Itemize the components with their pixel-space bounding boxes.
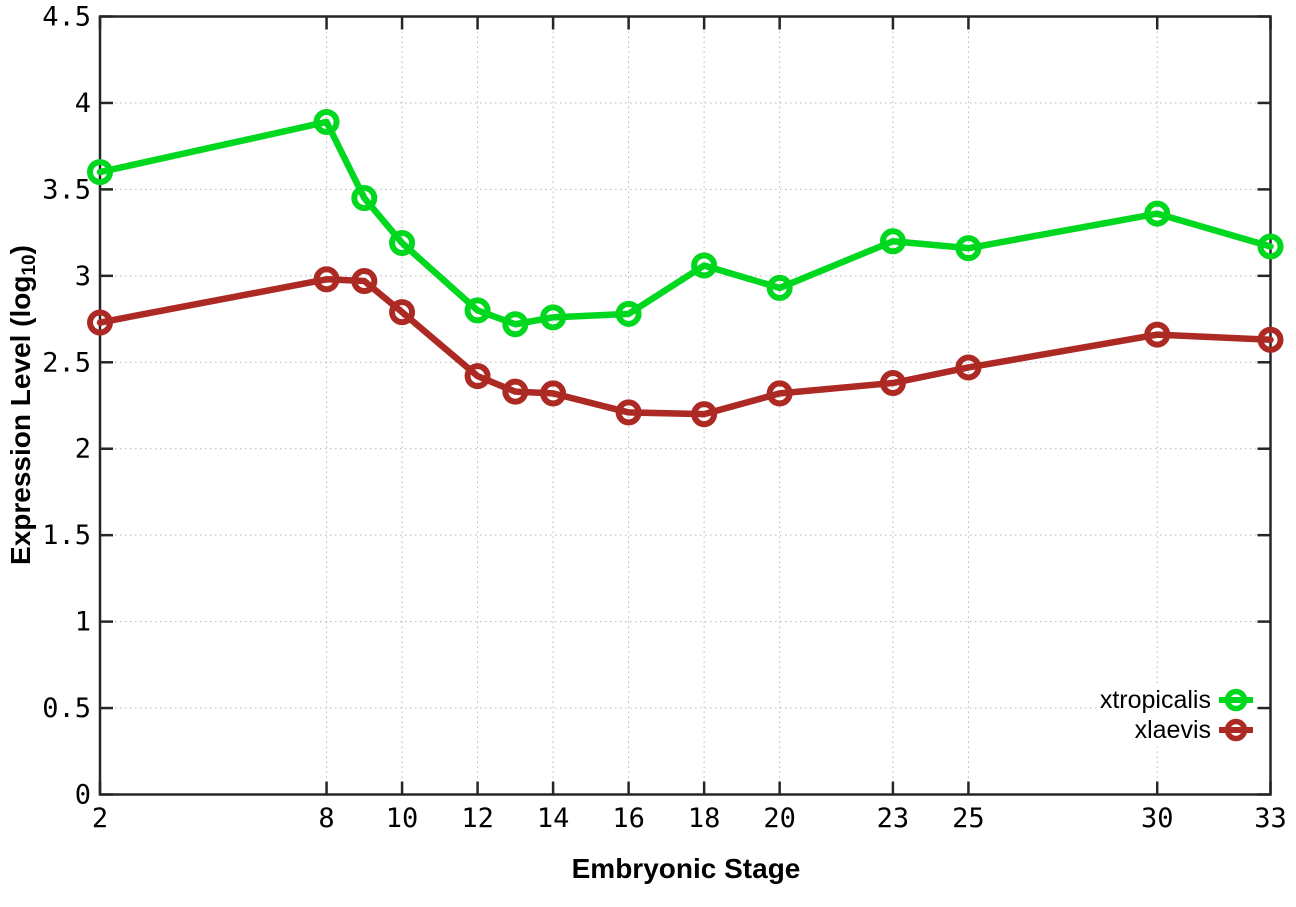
y-tick-label: 3.5: [42, 174, 91, 205]
legend-marker-circle: [1224, 718, 1248, 742]
x-tick-label: 18: [688, 803, 721, 834]
data-point-marker: [87, 159, 113, 186]
series-line-xtropicalis: [96, 118, 1274, 328]
data-point-marker: [1144, 200, 1171, 227]
x-tick-label: 10: [386, 803, 419, 834]
data-point-marker: [691, 252, 718, 279]
data-point-marker: [879, 370, 906, 397]
data-point-marker: [464, 363, 491, 390]
legend-marker-icon: [1219, 718, 1253, 742]
x-tick-label: 16: [612, 803, 645, 834]
data-point-marker: [502, 378, 529, 405]
y-tick-label: 0.5: [42, 693, 91, 724]
x-tick-label: 20: [763, 803, 796, 834]
y-tick-label: 3: [75, 261, 91, 292]
x-tick-label: 14: [537, 803, 570, 834]
x-tick-label: 33: [1254, 803, 1287, 834]
series-line-xlaevis: [96, 276, 1274, 418]
data-point-marker: [1257, 233, 1284, 260]
series-xlaevis: [87, 266, 1284, 428]
y-tick-label: 2: [75, 434, 91, 465]
x-tick-label: 23: [877, 803, 910, 834]
data-point-marker: [1257, 326, 1284, 353]
data-point-marker: [389, 299, 416, 326]
y-tick-label: 2.5: [42, 347, 91, 378]
data-point-marker: [955, 235, 982, 262]
legend-item: xtropicalis: [1100, 685, 1254, 715]
legend-label: xlaevis: [1134, 715, 1211, 744]
data-point-marker: [540, 304, 567, 331]
x-tick-label: 2: [92, 803, 108, 834]
x-tick-label: 25: [952, 803, 985, 834]
series-xtropicalis: [87, 108, 1284, 338]
y-axis-title-subscript: 10: [19, 254, 41, 276]
legend-marker-icon: [1219, 688, 1253, 712]
data-point-marker: [313, 266, 340, 293]
data-point-marker: [502, 311, 529, 338]
data-point-marker: [955, 354, 982, 381]
legend-marker-circle: [1224, 688, 1248, 712]
data-point-marker: [87, 309, 113, 336]
y-tick-label: 4.5: [42, 2, 91, 33]
data-point-marker: [540, 380, 567, 407]
data-point-marker: [351, 185, 378, 212]
legend-label: xtropicalis: [1099, 685, 1211, 714]
data-point-marker: [1144, 321, 1171, 348]
x-tick-label: 8: [318, 803, 334, 834]
data-point-marker: [313, 108, 340, 135]
y-axis-title-close: ): [5, 245, 36, 255]
data-point-marker: [615, 399, 642, 426]
y-axis-title-text: Expression Level (log: [5, 275, 36, 565]
data-point-marker: [766, 274, 793, 301]
data-point-marker: [615, 300, 642, 327]
x-tick-label: 30: [1141, 803, 1174, 834]
legend-item: xlaevis: [1100, 715, 1254, 745]
x-tick-label: 12: [461, 803, 494, 834]
y-tick-label: 1.5: [42, 520, 91, 551]
legend: xtropicalis xlaevis: [1097, 683, 1256, 747]
data-point-marker: [464, 297, 491, 324]
data-point-marker: [879, 228, 906, 255]
data-point-marker: [389, 229, 416, 256]
y-tick-label: 4: [75, 88, 91, 119]
y-axis-title: Expression Level (log10): [5, 245, 41, 565]
y-tick-label: 0: [75, 780, 91, 811]
data-point-marker: [766, 380, 793, 407]
data-point-marker: [351, 268, 378, 295]
y-tick-label: 1: [75, 607, 91, 638]
plot-border: [98, 15, 1272, 796]
data-point-marker: [691, 401, 718, 428]
x-axis-title: Embryonic Stage: [571, 853, 801, 884]
